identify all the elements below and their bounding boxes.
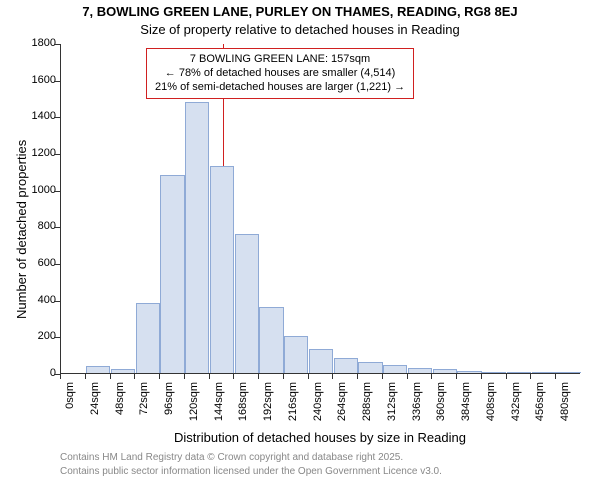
chart-title-line2: Size of property relative to detached ho… bbox=[0, 22, 600, 37]
x-tick-mark bbox=[530, 374, 531, 379]
x-tick-label: 192sqm bbox=[262, 382, 274, 432]
histogram-bar bbox=[334, 358, 358, 373]
x-tick-mark bbox=[159, 374, 160, 379]
footer-line1: Contains HM Land Registry data © Crown c… bbox=[60, 452, 403, 463]
y-tick-label: 1400 bbox=[0, 110, 56, 122]
x-tick-mark bbox=[431, 374, 432, 379]
x-tick-label: 288sqm bbox=[361, 382, 373, 432]
x-tick-label: 336sqm bbox=[411, 382, 423, 432]
x-tick-mark bbox=[85, 374, 86, 379]
x-tick-label: 120sqm bbox=[188, 382, 200, 432]
x-tick-label: 168sqm bbox=[237, 382, 249, 432]
y-tick-label: 1200 bbox=[0, 147, 56, 159]
histogram-bar bbox=[160, 175, 184, 373]
x-tick-label: 408sqm bbox=[485, 382, 497, 432]
x-tick-mark bbox=[332, 374, 333, 379]
y-tick-label: 1800 bbox=[0, 37, 56, 49]
x-tick-mark bbox=[382, 374, 383, 379]
y-tick-label: 0 bbox=[0, 367, 56, 379]
histogram-bar bbox=[383, 365, 407, 373]
x-tick-label: 144sqm bbox=[213, 382, 225, 432]
x-tick-label: 264sqm bbox=[336, 382, 348, 432]
histogram-bar bbox=[185, 102, 209, 373]
x-tick-label: 72sqm bbox=[138, 382, 150, 432]
y-tick-label: 200 bbox=[0, 330, 56, 342]
x-tick-mark bbox=[456, 374, 457, 379]
histogram-chart: 7, BOWLING GREEN LANE, PURLEY ON THAMES,… bbox=[0, 0, 600, 500]
x-tick-mark bbox=[233, 374, 234, 379]
legend-line2: ← 78% of detached houses are smaller (4,… bbox=[155, 67, 405, 81]
x-tick-label: 360sqm bbox=[435, 382, 447, 432]
x-tick-mark bbox=[134, 374, 135, 379]
y-tick-label: 800 bbox=[0, 220, 56, 232]
histogram-bar bbox=[136, 303, 160, 373]
x-tick-mark bbox=[555, 374, 556, 379]
histogram-bar bbox=[482, 372, 506, 373]
x-tick-label: 480sqm bbox=[559, 382, 571, 432]
x-tick-mark bbox=[110, 374, 111, 379]
legend-box: 7 BOWLING GREEN LANE: 157sqm ← 78% of de… bbox=[146, 48, 414, 99]
histogram-bar bbox=[532, 372, 556, 373]
x-tick-label: 24sqm bbox=[89, 382, 101, 432]
x-tick-label: 384sqm bbox=[460, 382, 472, 432]
histogram-bar bbox=[259, 307, 283, 373]
histogram-bar bbox=[210, 166, 234, 373]
x-axis-label: Distribution of detached houses by size … bbox=[60, 430, 580, 445]
histogram-bar bbox=[556, 372, 580, 373]
histogram-bar bbox=[111, 369, 135, 373]
histogram-bar bbox=[86, 366, 110, 373]
x-tick-mark bbox=[184, 374, 185, 379]
legend-line1: 7 BOWLING GREEN LANE: 157sqm bbox=[155, 53, 405, 67]
x-tick-mark bbox=[481, 374, 482, 379]
x-tick-mark bbox=[407, 374, 408, 379]
histogram-bar bbox=[433, 369, 457, 373]
x-tick-label: 48sqm bbox=[114, 382, 126, 432]
footer-line2: Contains public sector information licen… bbox=[60, 466, 442, 477]
x-tick-label: 456sqm bbox=[534, 382, 546, 432]
x-tick-mark bbox=[506, 374, 507, 379]
x-tick-label: 240sqm bbox=[312, 382, 324, 432]
x-tick-label: 216sqm bbox=[287, 382, 299, 432]
chart-title-line1: 7, BOWLING GREEN LANE, PURLEY ON THAMES,… bbox=[0, 4, 600, 19]
x-tick-mark bbox=[60, 374, 61, 379]
x-tick-mark bbox=[357, 374, 358, 379]
y-tick-label: 600 bbox=[0, 257, 56, 269]
x-tick-mark bbox=[258, 374, 259, 379]
histogram-bar bbox=[457, 371, 481, 373]
x-tick-mark bbox=[308, 374, 309, 379]
y-tick-label: 400 bbox=[0, 294, 56, 306]
histogram-bar bbox=[358, 362, 382, 373]
legend-line3: 21% of semi-detached houses are larger (… bbox=[155, 81, 405, 95]
x-tick-mark bbox=[283, 374, 284, 379]
x-tick-label: 96sqm bbox=[163, 382, 175, 432]
x-tick-label: 312sqm bbox=[386, 382, 398, 432]
histogram-bar bbox=[235, 234, 259, 373]
x-tick-label: 0sqm bbox=[64, 382, 76, 432]
y-tick-label: 1600 bbox=[0, 74, 56, 86]
x-tick-mark bbox=[209, 374, 210, 379]
histogram-bar bbox=[507, 372, 531, 373]
histogram-bar bbox=[309, 349, 333, 373]
histogram-bar bbox=[408, 368, 432, 374]
plot-area: 7 BOWLING GREEN LANE: 157sqm ← 78% of de… bbox=[60, 44, 580, 374]
histogram-bar bbox=[284, 336, 308, 373]
x-tick-label: 432sqm bbox=[510, 382, 522, 432]
y-tick-label: 1000 bbox=[0, 184, 56, 196]
